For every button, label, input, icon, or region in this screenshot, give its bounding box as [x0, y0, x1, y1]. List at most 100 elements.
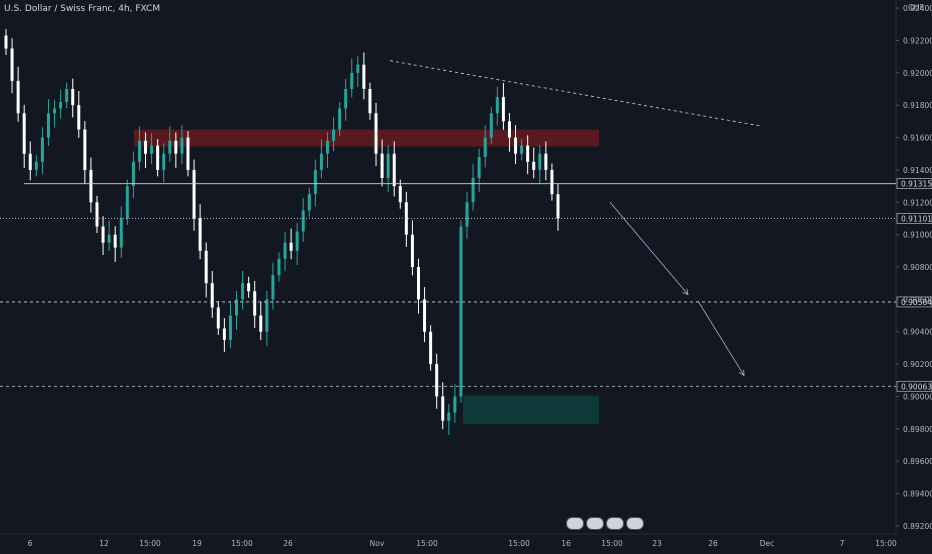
arrow-head — [682, 288, 689, 296]
candle-body — [59, 101, 63, 109]
annotation-layer: 0.91315 0.91101 0.90584 0.90063 — [0, 60, 932, 392]
candle-body — [271, 275, 275, 300]
candle-body — [307, 194, 311, 211]
candle-body — [4, 35, 8, 49]
candle-body — [144, 140, 148, 154]
candle-body — [22, 113, 26, 154]
news-icon[interactable] — [606, 517, 624, 530]
arrow-head — [738, 369, 745, 377]
flag-icon[interactable] — [626, 517, 644, 530]
grid-layer — [0, 0, 897, 535]
x-tick-label: 6 — [28, 539, 33, 548]
candle-body — [404, 202, 408, 235]
y-tick-label: 0.92400 — [903, 4, 932, 13]
candle-body — [374, 113, 378, 154]
candle-body — [526, 145, 530, 162]
candle-body — [289, 242, 293, 251]
candle-body — [107, 234, 111, 243]
candle-body — [514, 137, 518, 154]
y-tick-label: 0.89800 — [903, 425, 932, 434]
x-tick-label: Nov — [370, 539, 385, 548]
candle-body — [386, 153, 390, 178]
x-tick-label: 23 — [652, 539, 662, 548]
y-tick-label: 0.91000 — [903, 231, 932, 240]
x-tick-label: 15:00 — [139, 539, 161, 548]
y-tick-label: 0.89600 — [903, 457, 932, 466]
candle-body — [247, 283, 251, 292]
candle-body — [83, 129, 87, 170]
trendline — [389, 60, 763, 127]
price-label: 0.91315 — [901, 180, 932, 189]
candle-body — [204, 250, 208, 284]
price-label-box — [896, 296, 932, 308]
candle-body — [180, 137, 184, 154]
price-label: 0.91101 — [901, 214, 932, 223]
candle-body — [507, 121, 511, 138]
y-tick-label: 0.90600 — [903, 295, 932, 304]
candle-body — [368, 89, 372, 114]
candle-body — [495, 97, 499, 114]
candle-body — [89, 169, 93, 203]
candle-body — [459, 226, 463, 397]
candle-body — [77, 105, 81, 130]
candle-body — [283, 242, 287, 259]
candle-body — [156, 145, 160, 170]
replay-icon[interactable] — [566, 517, 584, 530]
candle-body — [344, 89, 348, 109]
x-tick-label: 15:00 — [875, 539, 897, 548]
axis-layer: 0.92400 0.92200 0.92000 0.91800 0.91600 0.914… — [28, 4, 932, 548]
demand-zone — [463, 395, 599, 424]
price-label-box — [896, 380, 932, 392]
y-tick-label: 0.91800 — [903, 101, 932, 110]
projection-arrow — [697, 300, 745, 376]
supply-zone — [134, 129, 599, 147]
candle-body — [125, 186, 129, 219]
candle-body — [416, 267, 420, 300]
ideas-icon[interactable] — [586, 517, 604, 530]
candle-body — [192, 169, 196, 219]
candle-body — [53, 108, 57, 114]
y-tick-label: 0.92200 — [903, 36, 932, 45]
candle-body — [228, 315, 232, 340]
candle-body — [101, 226, 105, 243]
candle-body — [168, 140, 172, 154]
price-scale-unit: CHF — [908, 3, 925, 12]
x-tick-label: 15:00 — [231, 539, 253, 548]
candle-body — [332, 129, 336, 141]
chart-tools — [566, 517, 644, 530]
candle-body — [277, 258, 281, 276]
candle-body — [259, 315, 263, 332]
x-tick-label: 16 — [561, 539, 571, 548]
candle-body — [10, 48, 14, 81]
x-tick-label: 26 — [283, 539, 293, 548]
x-tick-label: 15:00 — [416, 539, 438, 548]
candle-body — [362, 64, 366, 89]
price-label: 0.90063 — [901, 382, 932, 391]
candle-body — [489, 113, 493, 138]
candle-body — [435, 364, 439, 397]
candle-body — [338, 108, 342, 130]
candle-body — [471, 178, 475, 203]
candle-body — [532, 161, 536, 170]
candle-body — [216, 307, 220, 329]
x-tick-label: 15:00 — [601, 539, 623, 548]
projection-arrow — [609, 202, 689, 295]
price-label-box — [896, 212, 932, 224]
candle-body — [550, 169, 554, 195]
candle-body — [301, 210, 305, 232]
candle-body — [356, 64, 360, 73]
candle-body — [392, 153, 396, 187]
candle-body — [265, 299, 269, 332]
symbol-title: U.S. Dollar / Swiss Franc, 4h, FXCM — [4, 4, 161, 14]
candle-body — [447, 412, 451, 421]
price-label-box — [896, 178, 932, 189]
price-label: 0.90584 — [901, 298, 932, 307]
candle-body — [538, 153, 542, 170]
candle-body — [174, 140, 178, 154]
x-tick-label: 26 — [708, 539, 718, 548]
candle-body — [119, 218, 123, 248]
candle-body — [253, 291, 257, 316]
candle-body — [453, 396, 457, 413]
